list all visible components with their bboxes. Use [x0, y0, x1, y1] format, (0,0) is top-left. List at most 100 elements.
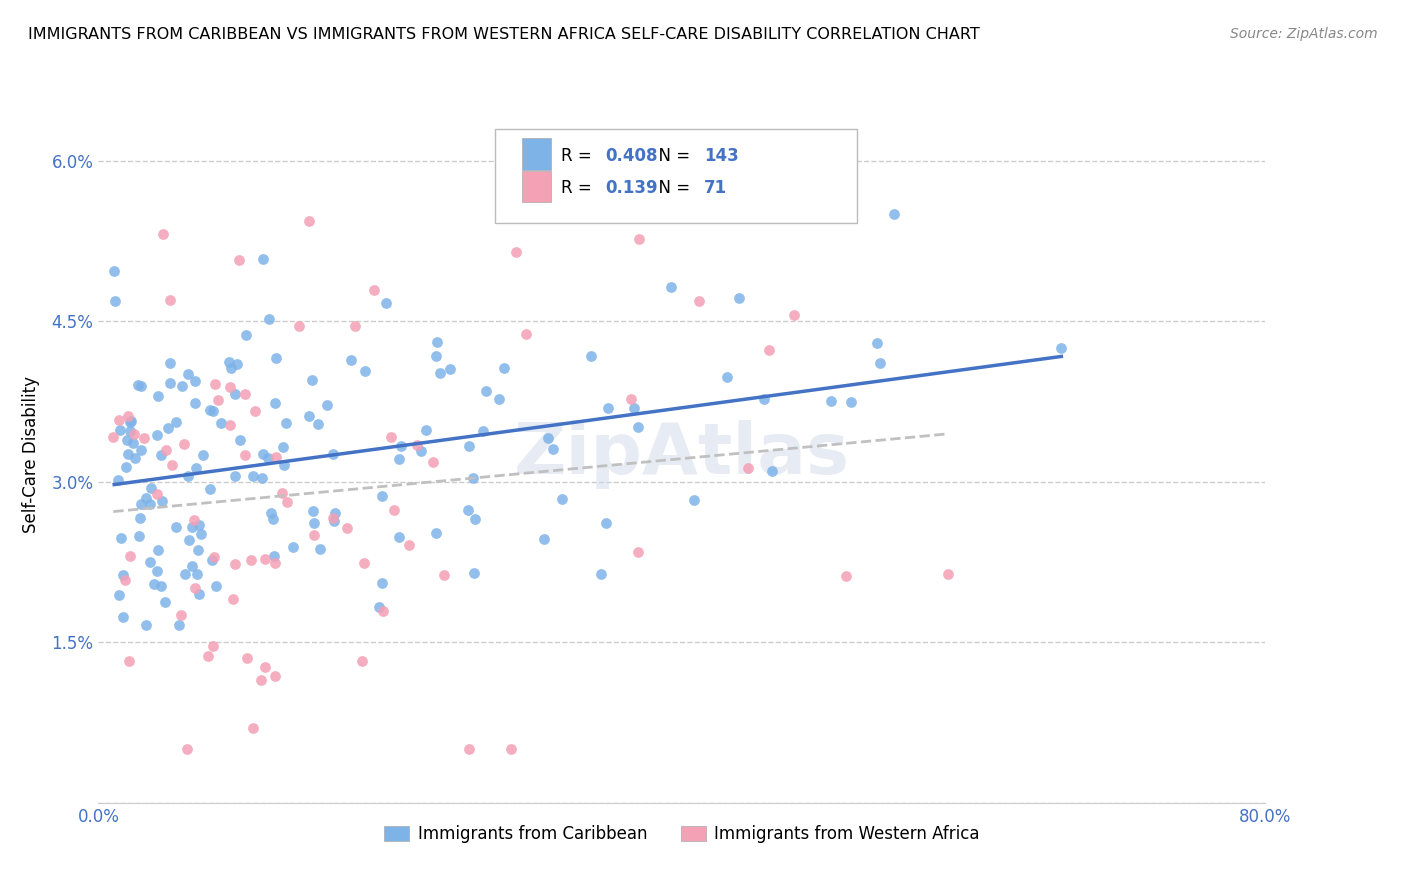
Point [343, 318, 366, 333]
Point [184, 461, 207, 475]
Point [288, 318, 311, 333]
Point [471, 425, 494, 439]
Point [225, 357, 247, 371]
Point [276, 417, 298, 431]
Point [336, 521, 359, 535]
Point [224, 386, 246, 401]
Point [183, 513, 205, 527]
Point [264, 351, 287, 365]
Point [107, 587, 129, 601]
Point [439, 362, 461, 376]
FancyBboxPatch shape [495, 129, 856, 223]
Text: 143: 143 [704, 147, 738, 165]
Point [120, 549, 142, 564]
Point [118, 424, 141, 438]
Point [322, 510, 344, 524]
Point [204, 579, 226, 593]
Point [107, 474, 129, 488]
Point [505, 244, 527, 259]
Point [150, 448, 173, 462]
Point [254, 660, 277, 674]
Text: 0.139: 0.139 [605, 179, 658, 197]
Point [688, 293, 710, 308]
Point [201, 553, 224, 567]
Point [115, 459, 138, 474]
Point [315, 398, 337, 412]
Point [488, 392, 510, 406]
Point [114, 574, 136, 588]
Point [425, 526, 447, 541]
Point [167, 618, 190, 632]
Point [595, 516, 617, 530]
Point [302, 516, 325, 530]
Point [537, 431, 560, 445]
Point [117, 447, 139, 461]
Point [141, 481, 163, 495]
Point [464, 512, 486, 526]
Point [380, 430, 402, 444]
Point [188, 517, 211, 532]
Point [128, 529, 150, 543]
Point [367, 599, 389, 614]
Point [236, 650, 259, 665]
Text: IMMIGRANTS FROM CARIBBEAN VS IMMIGRANTS FROM WESTERN AFRICA SELF-CARE DISABILITY: IMMIGRANTS FROM CARIBBEAN VS IMMIGRANTS … [28, 27, 980, 42]
Point [218, 418, 240, 433]
Point [323, 506, 346, 520]
Point [716, 369, 738, 384]
Point [134, 431, 156, 445]
Point [117, 409, 139, 423]
Point [761, 464, 783, 478]
Point [201, 639, 224, 653]
Text: N =: N = [648, 147, 696, 165]
Point [415, 423, 437, 437]
Point [129, 443, 152, 458]
Point [122, 435, 145, 450]
Point [758, 343, 780, 358]
Point [263, 549, 285, 564]
Point [219, 380, 242, 394]
Point [373, 604, 395, 618]
Point [683, 492, 706, 507]
Point [159, 376, 181, 391]
Point [170, 607, 193, 622]
Point [124, 450, 146, 465]
Point [188, 587, 211, 601]
Point [127, 377, 149, 392]
Point [323, 515, 346, 529]
Point [388, 451, 411, 466]
Point [204, 376, 226, 391]
Point [627, 420, 650, 434]
Point [264, 556, 287, 570]
Point [139, 555, 162, 569]
Point [259, 311, 281, 326]
Point [112, 609, 135, 624]
Point [181, 520, 204, 534]
Point [150, 494, 173, 508]
Point [165, 416, 187, 430]
Point [112, 568, 135, 582]
Point [783, 308, 806, 322]
Point [191, 448, 214, 462]
Point [425, 349, 447, 363]
Point [298, 409, 321, 423]
Point [627, 232, 650, 246]
Point [243, 404, 266, 418]
Point [184, 581, 207, 595]
Point [135, 618, 157, 632]
Y-axis label: Self-Care Disability: Self-Care Disability [22, 376, 41, 533]
Point [370, 575, 392, 590]
Point [145, 487, 167, 501]
Text: 0.408: 0.408 [605, 147, 658, 165]
Point [260, 506, 283, 520]
Point [117, 433, 139, 447]
Point [339, 353, 361, 368]
Point [276, 495, 298, 509]
Point [820, 394, 842, 409]
Point [883, 207, 905, 221]
Point [181, 559, 204, 574]
Point [835, 568, 858, 582]
Point [209, 416, 232, 430]
Point [301, 503, 323, 517]
Point [173, 437, 195, 451]
Point [224, 558, 246, 572]
